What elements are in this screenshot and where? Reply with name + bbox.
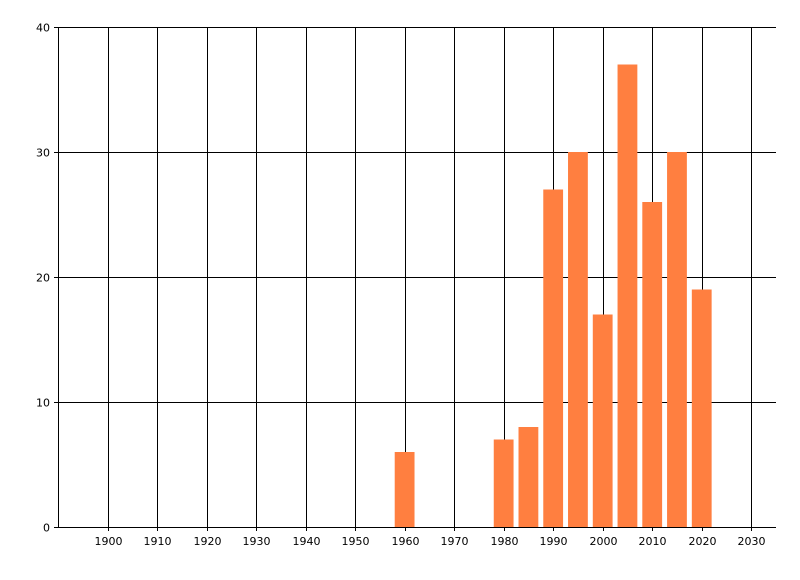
bar: [617, 64, 638, 527]
bar: [592, 314, 613, 527]
bar: [691, 289, 712, 527]
y-tick-label: 20: [36, 272, 50, 285]
x-tick-label: 2000: [590, 535, 618, 548]
bars: [394, 64, 712, 527]
x-tick-label: 1970: [441, 535, 469, 548]
y-tick-label: 30: [36, 147, 50, 160]
x-tick-label: 1960: [392, 535, 420, 548]
x-tick-label: 1990: [540, 535, 568, 548]
x-tick-label: 1930: [243, 535, 271, 548]
bar: [667, 152, 687, 527]
x-tick-label: 1940: [293, 535, 321, 548]
axes: [58, 27, 776, 528]
bar: [394, 452, 415, 527]
x-tick-label: 2020: [689, 535, 717, 548]
x-tick-label: 1980: [491, 535, 519, 548]
bar: [518, 427, 539, 527]
x-tick-label: 1950: [342, 535, 370, 548]
x-tick-label: 1910: [144, 535, 172, 548]
y-tick-label: 0: [43, 522, 50, 535]
x-tick-label: 2030: [738, 535, 766, 548]
bar: [543, 189, 564, 527]
x-tick-label: 2010: [639, 535, 667, 548]
y-tick-label: 10: [36, 397, 50, 410]
y-tick-label: 40: [36, 22, 50, 35]
bar: [642, 202, 663, 527]
x-tick-label: 1920: [194, 535, 222, 548]
x-tick-label: 1900: [95, 535, 123, 548]
bar: [493, 439, 514, 527]
bar: [568, 152, 588, 527]
